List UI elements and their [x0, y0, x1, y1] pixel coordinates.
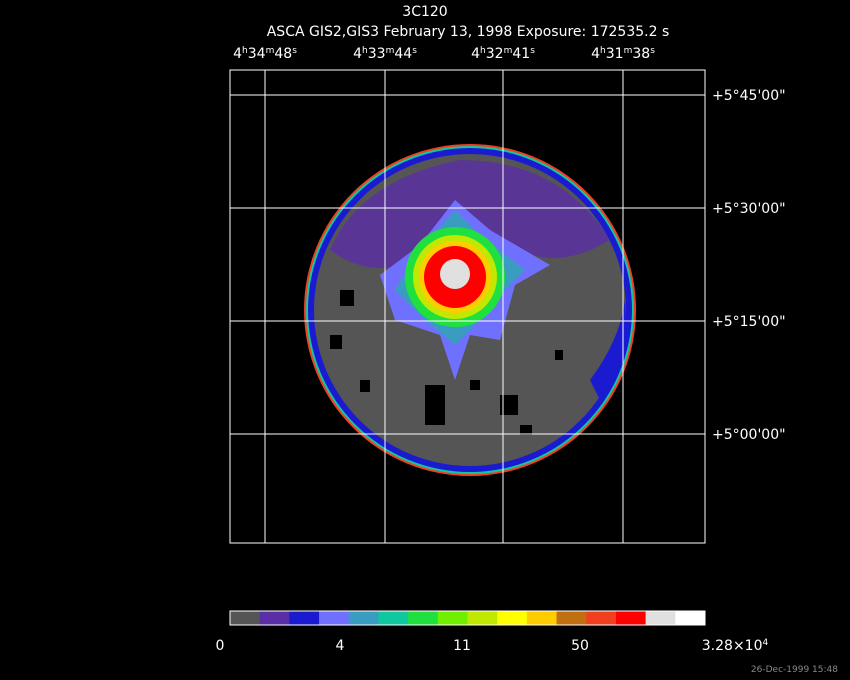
colorbar-label: 4 [336, 638, 345, 654]
label-part: 32 [486, 46, 504, 62]
ra-label: 4h31m38s [591, 46, 655, 62]
label-part: 33 [368, 46, 386, 62]
label-part: 4 [233, 46, 242, 62]
label-part: 38 [632, 46, 650, 62]
superscript: h [242, 46, 248, 56]
superscript: s [530, 46, 535, 56]
ra-label: 4h33m44s [353, 46, 417, 62]
holes [330, 290, 563, 435]
dec-label: +5°45'00" [712, 88, 786, 104]
superscript: s [650, 46, 655, 56]
superscript: m [386, 46, 395, 56]
colorbar-cell [467, 611, 498, 625]
colorbar-cell [645, 611, 676, 625]
grid [230, 70, 705, 543]
colorbar-label: 50 [571, 638, 589, 654]
colorbar-cell [556, 611, 587, 625]
label-part: 4 [591, 46, 600, 62]
label-part: 41 [512, 46, 530, 62]
dec-label: +5°00'00" [712, 427, 786, 443]
patch [590, 300, 626, 400]
colorbar-cell [586, 611, 617, 625]
colorbar-cell [497, 611, 528, 625]
label-part: 48 [274, 46, 292, 62]
label-part: 44 [394, 46, 412, 62]
colorbar-cell [675, 611, 706, 625]
subtitle: ASCA GIS2,GIS3 February 13, 1998 Exposur… [267, 24, 670, 40]
superscript: 4 [762, 638, 768, 648]
label-part: 4 [353, 46, 362, 62]
label-part: 0 [216, 638, 225, 654]
label-part: 4 [336, 638, 345, 654]
colorbar-cell [259, 611, 290, 625]
source-core [440, 259, 470, 289]
dec-label: +5°15'00" [712, 314, 786, 330]
label-part: 11 [453, 638, 471, 654]
colorbar-cell [615, 611, 647, 625]
title: 3C120 [402, 4, 447, 20]
colorbar-label: 3.28×104 [702, 638, 769, 654]
label-part: 50 [571, 638, 589, 654]
image [229, 69, 706, 544]
superscript: h [480, 46, 486, 56]
superscript: h [600, 46, 606, 56]
superscript: h [362, 46, 368, 56]
superscript: m [266, 46, 275, 56]
superscript: m [624, 46, 633, 56]
colorbar-label: 0 [216, 638, 225, 654]
label-part: 4 [471, 46, 480, 62]
colorbar-cell [289, 611, 320, 625]
colorbar-cell [437, 611, 468, 625]
label-part: 31 [606, 46, 624, 62]
colorbar-cell [348, 611, 379, 625]
superscript: m [504, 46, 513, 56]
colorbar-label: 11 [453, 638, 471, 654]
ra-label: 4h34m48s [233, 46, 297, 62]
superscript: s [292, 46, 297, 56]
colorbar-cell [408, 611, 439, 625]
colorbar-frame [229, 610, 706, 626]
colorbar-cell [378, 611, 409, 625]
label-part: 3.28×10 [702, 638, 763, 654]
colorbar-cell [526, 611, 558, 625]
colorbar-cell [230, 611, 261, 625]
timestamp: 26-Dec-1999 15:48 [751, 665, 838, 675]
superscript: s [412, 46, 417, 56]
label-part: 34 [248, 46, 266, 62]
colorbar-cell [319, 611, 350, 625]
dec-label: +5°30'00" [712, 201, 786, 217]
ra-label: 4h32m41s [471, 46, 535, 62]
